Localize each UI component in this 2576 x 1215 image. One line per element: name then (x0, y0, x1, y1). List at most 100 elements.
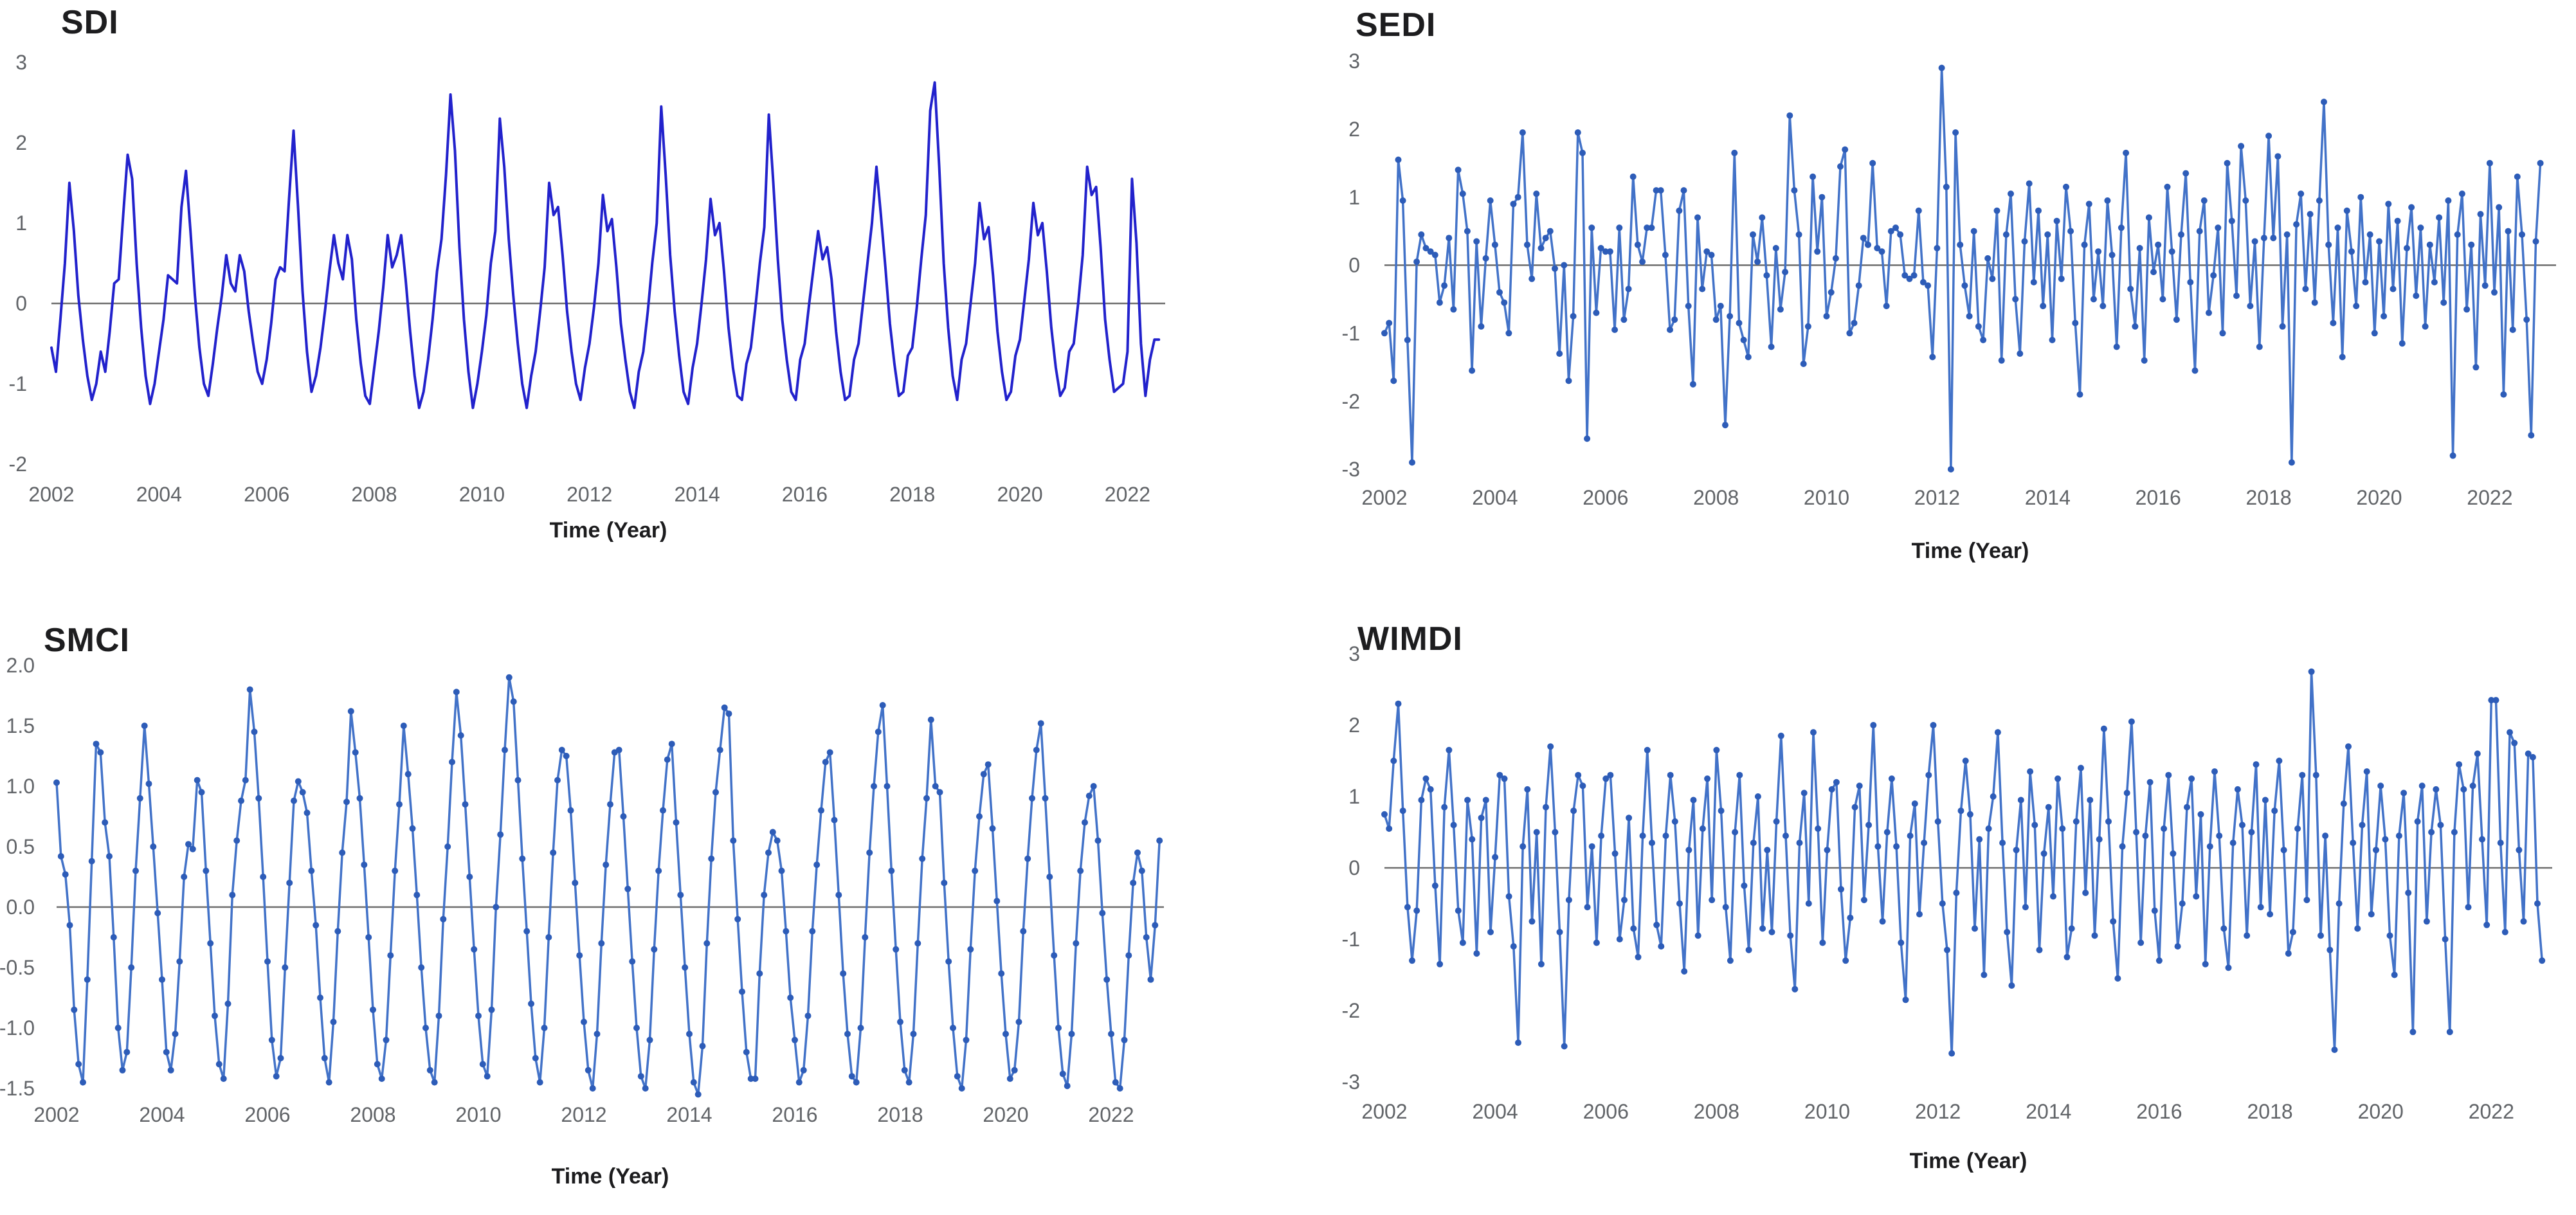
x-tick-label: 2018 (2246, 486, 2292, 509)
data-point-marker (1644, 746, 1651, 753)
data-point-marker (1727, 957, 1734, 964)
data-point-marker (1455, 166, 1462, 174)
data-point-marker (1450, 306, 1457, 313)
data-point-marker (932, 783, 939, 789)
data-point-marker (2248, 829, 2255, 836)
y-tick-label: 1 (1348, 785, 1360, 808)
data-point-marker (1487, 928, 1494, 935)
data-point-marker (1427, 248, 1434, 255)
data-point-marker (1024, 855, 1031, 862)
y-tick-label: -1 (1342, 928, 1360, 951)
data-point-marker (1547, 228, 1554, 235)
data-point-marker (1607, 771, 1614, 779)
data-point-marker (1537, 245, 1545, 251)
data-point-marker (2008, 982, 2015, 989)
y-tick-label: 1 (15, 212, 27, 235)
data-point-marker (1819, 939, 1826, 946)
data-point-marker (1570, 807, 1577, 815)
data-point-marker (972, 867, 979, 874)
data-point-marker (1478, 323, 1485, 330)
y-tick-label: -1 (1342, 322, 1360, 345)
data-point-marker (1740, 336, 1747, 343)
data-point-marker (502, 746, 508, 753)
data-point-marker (897, 1018, 903, 1025)
data-point-marker (2390, 285, 2397, 292)
chart-title-smci: SMCI (44, 622, 130, 659)
data-point-marker (1404, 336, 1411, 343)
data-point-marker (1787, 932, 1794, 939)
data-point-marker (818, 807, 824, 814)
data-point-marker (88, 858, 95, 865)
data-point-marker (2050, 893, 2056, 900)
data-point-marker (1662, 251, 1669, 258)
data-point-marker (761, 892, 768, 899)
data-point-marker (2456, 761, 2463, 768)
data-point-marker (1459, 190, 1466, 197)
data-point-marker (1653, 921, 1660, 928)
data-point-marker (1620, 316, 1628, 323)
data-point-marker (75, 1061, 82, 1068)
data-point-marker (1763, 272, 1770, 279)
y-tick-label: 3 (15, 51, 27, 74)
data-point-marker (1712, 316, 1719, 323)
data-point-marker (396, 801, 403, 808)
data-point-marker (2519, 231, 2525, 238)
data-point-marker (708, 855, 715, 862)
data-point-marker (1565, 377, 1572, 384)
data-point-marker (409, 825, 416, 832)
data-point-marker (1501, 299, 1508, 306)
data-point-marker (1972, 925, 1978, 932)
data-point-marker (1810, 729, 1817, 736)
data-point-marker (1556, 928, 1563, 935)
data-point-marker (2211, 768, 2218, 775)
data-point-marker (703, 940, 711, 947)
data-point-marker (404, 771, 412, 778)
data-point-marker (435, 1013, 442, 1020)
data-point-marker (2100, 303, 2107, 309)
data-point-marker (1099, 910, 1106, 917)
data-point-marker (598, 940, 605, 947)
data-point-marker (1925, 771, 1932, 779)
data-point-marker (1629, 173, 1637, 180)
data-point-marker (80, 1079, 86, 1086)
data-point-marker (1606, 248, 1613, 255)
data-point-marker (1611, 850, 1619, 857)
y-tick-label: 0 (1348, 856, 1360, 879)
y-tick-label: -1.0 (0, 1016, 35, 1040)
data-point-marker (264, 958, 271, 965)
data-point-marker (317, 995, 323, 1001)
data-point-marker (1694, 214, 1701, 221)
data-point-marker (725, 710, 732, 717)
data-point-marker (1121, 1036, 1128, 1043)
data-point-marker (1156, 837, 1163, 844)
data-point-marker (2262, 797, 2269, 804)
data-point-marker (2353, 303, 2360, 309)
data-point-marker (655, 867, 662, 874)
data-point-marker (2068, 925, 2075, 932)
chart-title-sdi: SDI (61, 4, 119, 41)
data-point-marker (2312, 771, 2319, 779)
data-point-marker (2317, 932, 2324, 939)
x-tick-label: 2014 (2025, 486, 2071, 509)
x-tick-label: 2006 (244, 483, 289, 506)
data-point-marker (589, 1085, 596, 1092)
data-point-marker (2336, 900, 2343, 907)
data-point-marker (1777, 732, 1784, 739)
data-point-marker (2377, 782, 2384, 789)
data-point-marker (2316, 197, 2323, 204)
data-point-marker (2022, 904, 2029, 911)
data-point-marker (576, 952, 583, 959)
data-point-marker (325, 1079, 332, 1086)
data-point-marker (57, 853, 64, 860)
data-point-marker (563, 753, 570, 759)
y-tick-label: 2 (1348, 714, 1360, 737)
data-point-marker (453, 688, 460, 696)
data-point-marker (2486, 159, 2493, 166)
data-point-marker (1911, 800, 1918, 807)
chart-title-sedi: SEDI (1356, 6, 1437, 44)
data-point-marker (2331, 1047, 2338, 1053)
x-tick-label: 2012 (1915, 1100, 1961, 1123)
data-point-marker (1648, 224, 1655, 231)
data-point-marker (1791, 187, 1798, 194)
data-point-marker (783, 928, 790, 935)
